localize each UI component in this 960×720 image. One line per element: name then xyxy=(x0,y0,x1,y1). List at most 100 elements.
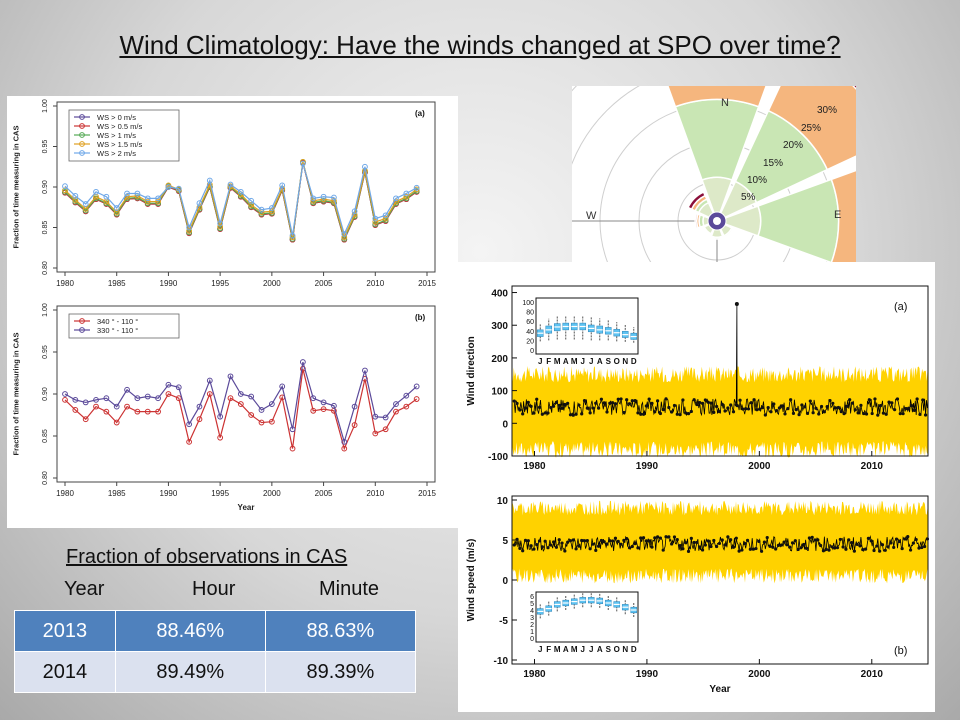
data-point xyxy=(248,197,255,204)
inset-y-tick-label: 5 xyxy=(530,601,534,608)
data-point xyxy=(582,399,587,403)
data-point xyxy=(144,198,151,205)
data-point xyxy=(849,540,854,545)
data-point xyxy=(720,538,724,542)
data-point xyxy=(828,398,832,403)
data-point xyxy=(144,393,151,400)
x-tick-label: 2010 xyxy=(366,279,384,288)
data-point xyxy=(72,193,79,199)
rose-direction-label: E xyxy=(834,209,841,221)
data-point xyxy=(923,544,927,549)
data-point xyxy=(726,406,730,410)
data-point xyxy=(656,399,660,403)
data-point xyxy=(560,541,564,545)
cas-header-year: Year xyxy=(64,578,105,600)
y-tick-label: -100 xyxy=(488,452,508,463)
data-point xyxy=(372,413,379,420)
data-point xyxy=(760,549,764,553)
data-point xyxy=(842,411,846,416)
data-point xyxy=(393,401,399,407)
data-point xyxy=(362,163,368,170)
data-point xyxy=(619,397,623,401)
data-point xyxy=(554,400,559,404)
data-point xyxy=(904,407,908,411)
data-point xyxy=(816,538,820,542)
data-point xyxy=(165,381,172,388)
x-tick-label: 1985 xyxy=(108,279,126,288)
data-point xyxy=(658,411,663,416)
inset-month-label: S xyxy=(606,357,612,366)
rose-petal-segment xyxy=(852,86,856,90)
data-point xyxy=(658,536,663,540)
data-point xyxy=(695,540,699,545)
cas-table: 2013 88.46% 88.63% 2014 89.49% 89.39% xyxy=(14,610,417,693)
data-point xyxy=(695,402,699,407)
data-point xyxy=(838,537,842,542)
legend-marker xyxy=(79,132,85,138)
data-point xyxy=(700,401,705,405)
inset-y-tick-label: 6 xyxy=(530,594,534,601)
data-point xyxy=(217,223,224,230)
data-point xyxy=(897,539,901,544)
data-point xyxy=(537,405,542,410)
data-point xyxy=(633,542,637,546)
data-point xyxy=(794,408,798,412)
legend-label: WS > 1.5 m/s xyxy=(97,140,142,149)
data-point xyxy=(664,397,668,401)
data-point xyxy=(299,359,306,365)
data-point xyxy=(103,395,110,402)
inset-month-label: J xyxy=(581,645,585,654)
data-point xyxy=(571,413,575,417)
data-point xyxy=(196,200,203,207)
data-point xyxy=(258,419,265,426)
data-point xyxy=(616,397,620,401)
data-point xyxy=(512,399,516,403)
data-point xyxy=(62,183,68,190)
data-point xyxy=(861,547,865,552)
rose-center-hole xyxy=(713,217,721,225)
inset-y-tick-label: 20 xyxy=(526,338,534,345)
data-point xyxy=(608,539,612,543)
data-point xyxy=(627,402,632,406)
data-point xyxy=(664,535,668,539)
data-point xyxy=(557,403,561,407)
cas-cell-hour: 88.46% xyxy=(114,610,266,652)
data-point xyxy=(830,545,834,549)
data-point xyxy=(765,535,769,540)
data-point xyxy=(535,542,539,547)
rose-ring-label: 15% xyxy=(763,158,783,169)
data-point xyxy=(594,401,598,405)
data-point xyxy=(776,543,781,547)
data-point xyxy=(906,535,910,539)
y-tick-label: 10 xyxy=(497,496,509,507)
y-tick-label: 0 xyxy=(502,576,508,587)
data-point xyxy=(864,412,869,416)
data-point xyxy=(738,398,742,402)
x-tick-label: 2000 xyxy=(748,461,771,472)
data-point xyxy=(675,412,679,416)
data-point xyxy=(594,548,598,552)
data-point xyxy=(667,405,671,410)
x-tick-label: 1995 xyxy=(211,489,229,498)
data-point xyxy=(771,545,775,549)
y-tick-label: 0.90 xyxy=(42,180,49,194)
data-point xyxy=(777,406,782,410)
data-point xyxy=(331,402,337,409)
data-point xyxy=(744,407,748,411)
data-point xyxy=(686,411,691,416)
data-point xyxy=(413,383,420,390)
data-point xyxy=(552,404,556,408)
inset-month-label: O xyxy=(614,357,620,366)
x-tick-label: 2010 xyxy=(861,461,884,472)
data-point xyxy=(113,403,120,410)
data-point xyxy=(227,395,234,402)
x-tick-label: 1985 xyxy=(108,489,126,498)
inset-y-tick-label: 2 xyxy=(530,622,534,629)
data-point xyxy=(403,392,410,399)
legend-marker xyxy=(79,318,85,324)
x-tick-label: 1990 xyxy=(160,489,178,498)
data-point xyxy=(72,197,79,203)
rose-direction-label: W xyxy=(586,210,597,222)
legend-box xyxy=(68,313,180,339)
data-point xyxy=(752,398,756,402)
